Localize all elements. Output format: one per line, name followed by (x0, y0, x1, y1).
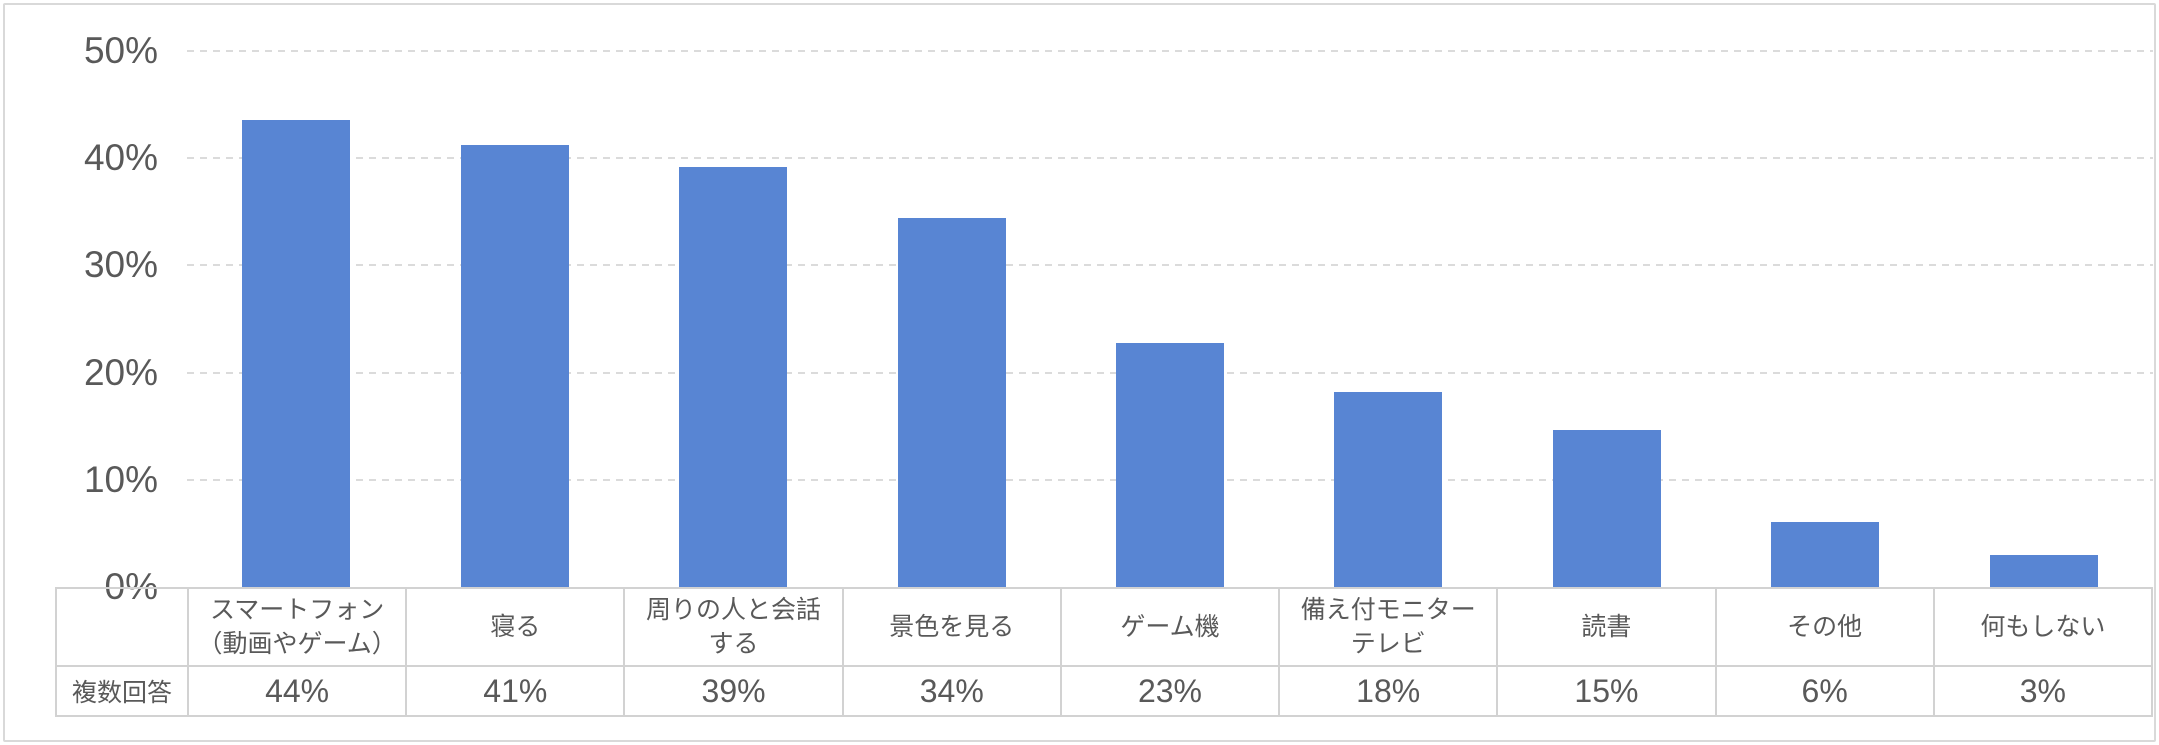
category-cell-0: スマートフォン （動画やゲーム） (186, 587, 408, 667)
value-cell-3: 34% (841, 665, 1062, 717)
data-table: スマートフォン （動画やゲーム） 寝る 周りの人と会話 する 景色を見る ゲーム機 備え付… (55, 587, 2154, 717)
series-name-cell: 複数回答 (55, 665, 189, 717)
bar-6 (1552, 430, 1661, 587)
y-axis-tick-label: 20% (83, 351, 158, 393)
value-cell-6: 15% (1496, 665, 1717, 717)
bar-7 (1771, 521, 1880, 587)
bar-8 (1989, 554, 2098, 587)
value-cell-7: 6% (1714, 665, 1935, 717)
bar-4 (1116, 342, 1224, 587)
gridline-30 (187, 264, 2153, 267)
y-axis-tick-label: 10% (83, 458, 158, 500)
category-cell-8: 何もしない (1932, 587, 2154, 667)
y-axis-tick-label: 40% (83, 137, 158, 179)
bar-2 (679, 166, 788, 587)
value-cell-0: 44% (186, 665, 408, 717)
category-cell-3: 景色を見る (841, 587, 1062, 667)
value-cell-5: 18% (1278, 665, 1499, 717)
bar-5 (1334, 391, 1443, 587)
value-cell-1: 41% (405, 665, 626, 717)
category-cell-5: 備え付モニター テレビ (1278, 587, 1499, 667)
category-cell-6: 読書 (1496, 587, 1717, 667)
category-cell-4: ゲーム機 (1059, 587, 1281, 667)
bar-0 (242, 119, 351, 587)
ghost-cell (55, 587, 189, 667)
data-table-wrap: スマートフォン （動画やゲーム） 寝る 周りの人と会話 する 景色を見る ゲーム機 備え付… (55, 587, 2154, 717)
bar-3 (897, 218, 1006, 587)
bar-1 (460, 145, 569, 587)
gridline-40 (187, 157, 2153, 160)
y-axis-tick-label: 50% (83, 30, 158, 71)
value-cell-4: 23% (1059, 665, 1281, 717)
value-cell-2: 39% (623, 665, 844, 717)
category-cell-2: 周りの人と会話 する (623, 587, 844, 667)
category-cell-1: 寝る (405, 587, 626, 667)
category-cell-7: その他 (1714, 587, 1935, 667)
y-axis-tick-label: 30% (83, 244, 158, 286)
gridline-50 (187, 50, 2153, 52)
value-cell-8: 3% (1932, 665, 2154, 717)
